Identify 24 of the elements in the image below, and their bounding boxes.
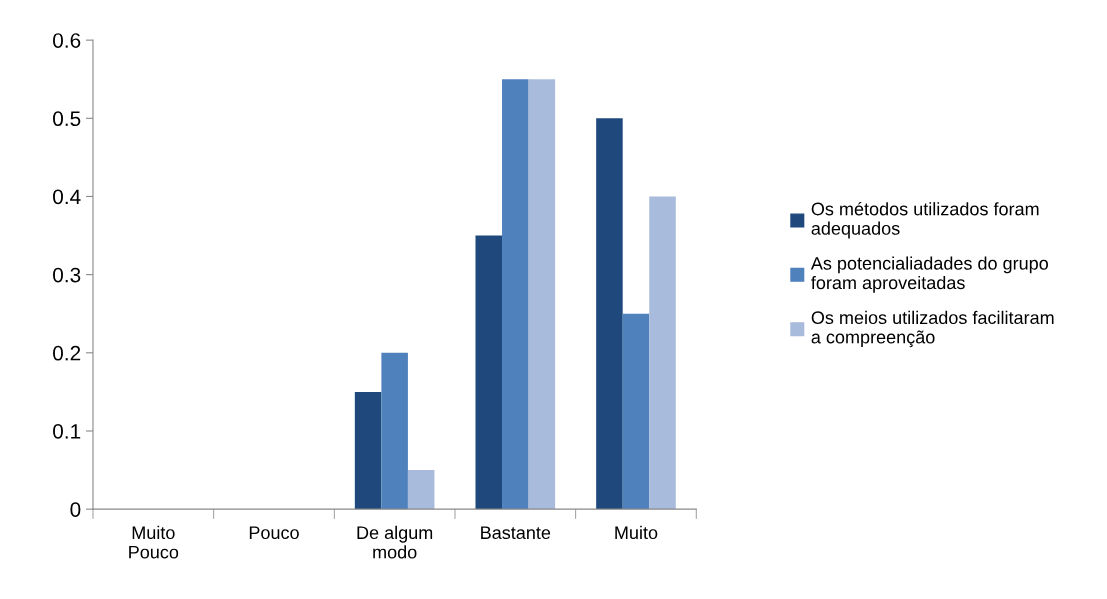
y-tick-label: 0.5 [53, 111, 81, 127]
bar [622, 313, 650, 510]
legend-label: Os métodos utilizados foram adequados [811, 201, 1039, 239]
x-tick-label: Muito [615, 525, 658, 540]
bar [596, 118, 623, 510]
x-tick-label: Pouco [249, 526, 299, 540]
bar [407, 470, 435, 510]
y-tick-label: 0 [70, 502, 81, 517]
x-tick-label: Bastante [481, 526, 551, 540]
y-tick-label: 0.4 [53, 189, 81, 205]
y-tick-label: 0.1 [53, 423, 81, 439]
bar [354, 391, 382, 510]
bar [502, 79, 529, 510]
y-tick-label: 0.2 [53, 345, 81, 361]
bar [528, 79, 556, 510]
legend-label: As potencialiadades do grupo foram aproveitadas [810, 256, 1048, 293]
bar [475, 235, 503, 510]
bar [649, 196, 676, 510]
x-tick-label: Muito Pouco [129, 525, 179, 559]
x-tick-label: De algum modo [357, 525, 433, 559]
y-tick-label: 0.3 [53, 267, 81, 283]
legend-label: Os meios utilizados facilitaram a compreenção [811, 310, 1054, 348]
bar [381, 352, 408, 510]
y-tick-label: 0.6 [53, 33, 81, 48]
